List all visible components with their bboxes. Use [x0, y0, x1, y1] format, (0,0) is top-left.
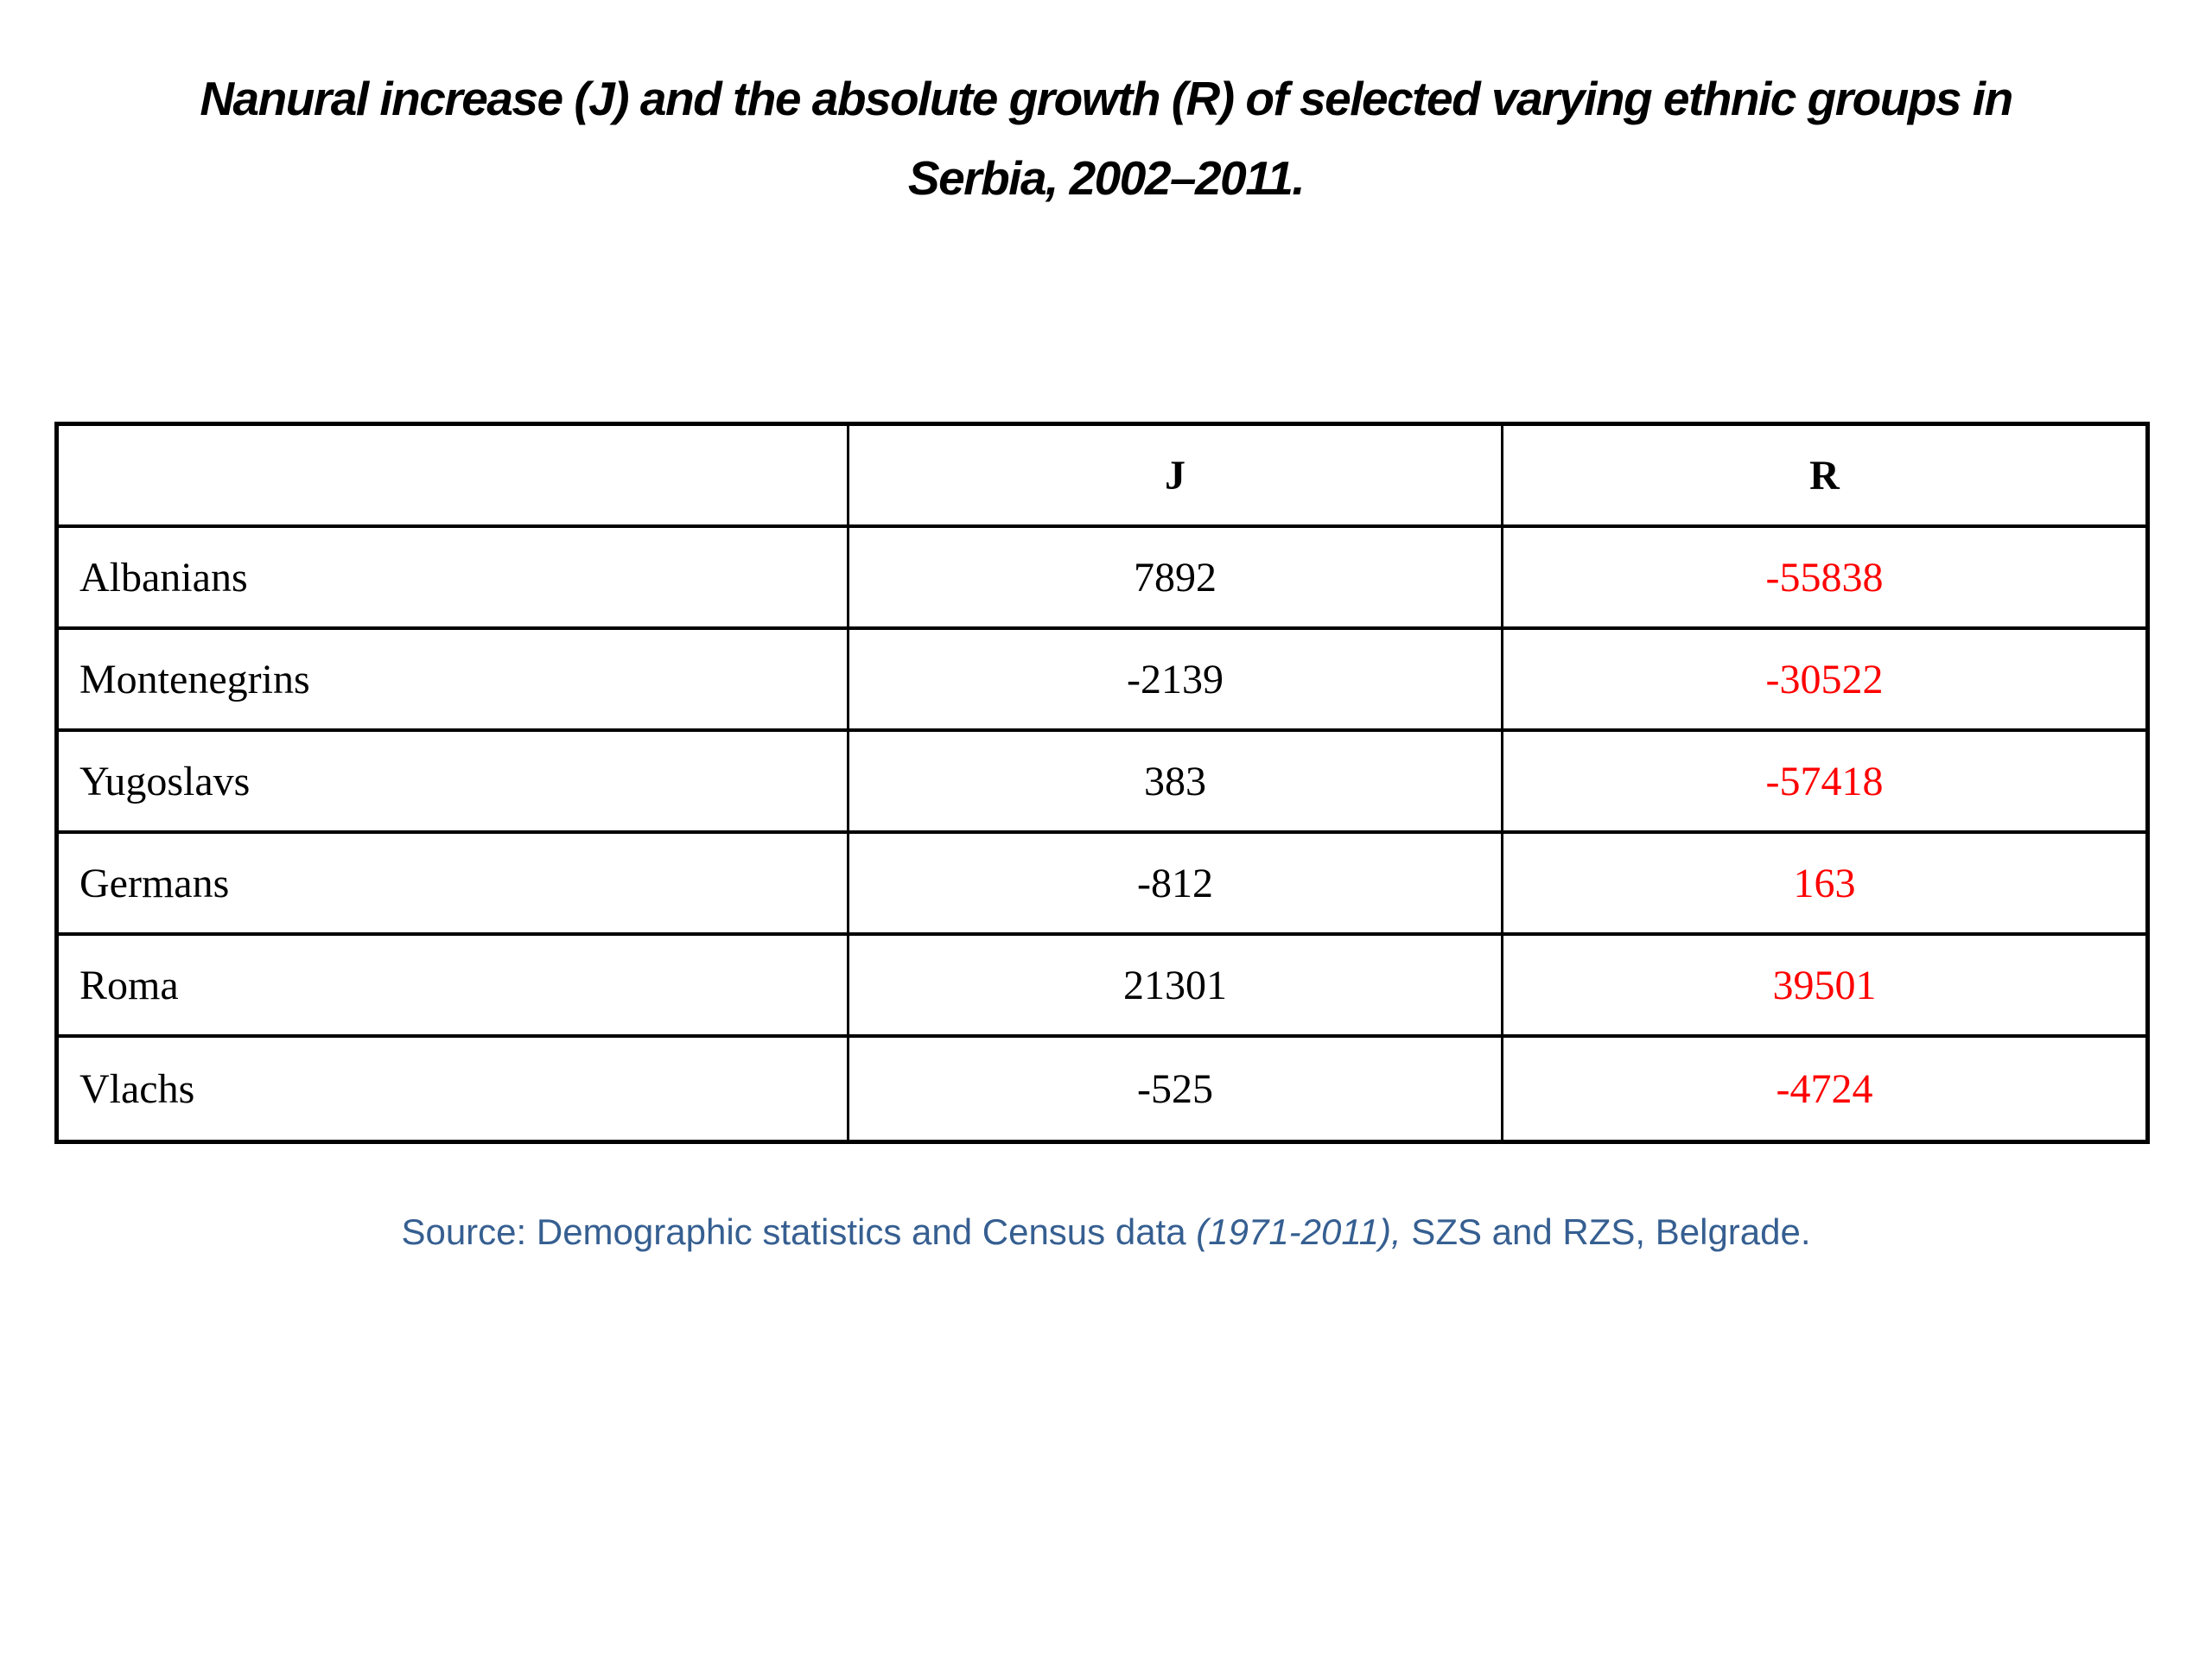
- slide-title-line-1: Nanural increase (J) and the absolute gr…: [200, 72, 2013, 125]
- table-header-group: [59, 426, 849, 528]
- table-cell-j: 21301: [849, 936, 1503, 1038]
- table-header-r: R: [1503, 426, 2145, 528]
- table-cell-group: Germans: [59, 834, 849, 936]
- table-header-j: J: [849, 426, 1503, 528]
- table-cell-j: -2139: [849, 630, 1503, 732]
- table-cell-r: -57418: [1503, 732, 2145, 834]
- table-cell-group: Vlachs: [59, 1038, 849, 1140]
- source-text-suffix: SZS and RZS, Belgrade.: [1401, 1211, 1811, 1252]
- table-cell-j: -525: [849, 1038, 1503, 1140]
- table-cell-j: 7892: [849, 528, 1503, 630]
- table-cell-r: -30522: [1503, 630, 2145, 732]
- source-text-prefix: Source: Demographic statistics and Censu…: [401, 1211, 1186, 1252]
- table-cell-j: 383: [849, 732, 1503, 834]
- table-cell-group: Roma: [59, 936, 849, 1038]
- table-cell-r: -4724: [1776, 1065, 1873, 1112]
- table-cell-group: Albanians: [59, 528, 849, 630]
- slide-title: Nanural increase (J) and the absolute gr…: [0, 59, 2212, 218]
- ethnic-groups-table: J R Albanians 7892 -55838 Montenegrins -…: [54, 422, 2150, 1144]
- table-cell-group: Montenegrins: [59, 630, 849, 732]
- table-cell-r: 163: [1503, 834, 2145, 936]
- source-caption: Source: Demographic statistics and Censu…: [0, 1208, 2212, 1256]
- slide-title-line-2: Serbia, 2002–2011.: [907, 151, 1306, 205]
- table-cell-r: -55838: [1503, 528, 2145, 630]
- source-text-years: (1971-2011),: [1185, 1211, 1402, 1252]
- table-cell-j: -812: [849, 834, 1503, 936]
- table-cell-r: 39501: [1503, 936, 2145, 1038]
- table-cell-group: Yugoslavs: [59, 732, 849, 834]
